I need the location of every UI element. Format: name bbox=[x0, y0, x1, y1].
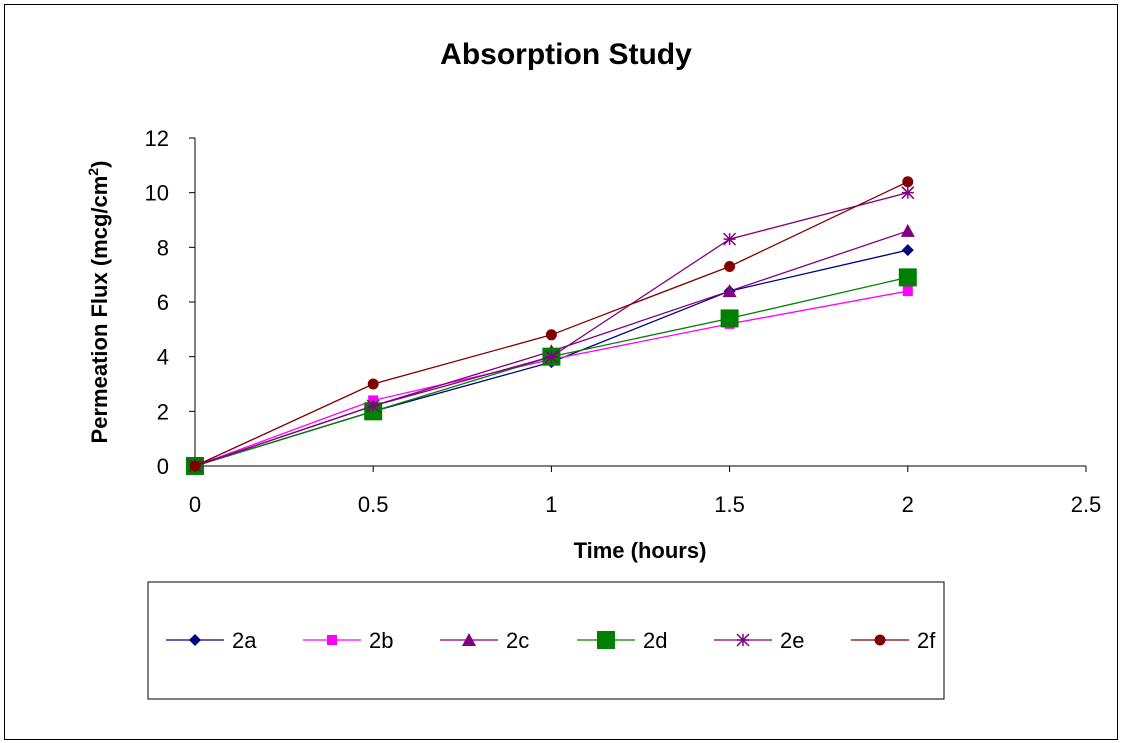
legend-marker-2d bbox=[597, 631, 615, 649]
data-point-2f bbox=[545, 329, 557, 341]
y-tick-label: 0 bbox=[157, 454, 169, 479]
y-axis-label-main: Permeation Flux (mcg/cm bbox=[87, 176, 112, 444]
y-tick-label: 4 bbox=[157, 345, 169, 370]
legend-label: 2f bbox=[917, 628, 936, 653]
legend-label: 2c bbox=[506, 628, 529, 653]
legend-label: 2d bbox=[643, 628, 667, 653]
legend: 2a 2b 2c 2d 2e 2f bbox=[147, 581, 945, 700]
x-axis-label: Time (hours) bbox=[574, 538, 707, 563]
data-point-2c bbox=[900, 223, 915, 237]
series-2d bbox=[186, 268, 917, 475]
data-point-2a bbox=[901, 244, 914, 257]
legend-box bbox=[147, 581, 945, 700]
data-point-2e bbox=[366, 399, 380, 413]
data-point-2c bbox=[722, 284, 737, 298]
y-axis-label-superscript: 2 bbox=[85, 168, 101, 176]
y-ticks: 0 2 4 6 8 10 12 bbox=[145, 126, 195, 479]
data-point-2f bbox=[189, 460, 201, 472]
y-tick-label: 12 bbox=[145, 126, 169, 151]
legend-marker-2e bbox=[736, 633, 750, 647]
y-tick-label: 2 bbox=[157, 399, 169, 424]
legend-label: 2e bbox=[780, 628, 804, 653]
series-line-2f bbox=[194, 181, 909, 467]
data-point-2e bbox=[901, 186, 915, 200]
x-tick-label: 1.5 bbox=[714, 492, 745, 517]
data-point-2e bbox=[723, 232, 737, 246]
data-point-2b bbox=[902, 286, 913, 297]
x-tick-label: 2.5 bbox=[1071, 492, 1102, 517]
legend-item-2b: 2b bbox=[303, 628, 393, 653]
data-point-2f bbox=[367, 378, 379, 390]
series-2f bbox=[189, 176, 914, 472]
legend-marker-2f bbox=[874, 634, 886, 646]
data-point-2d bbox=[898, 268, 917, 287]
y-axis-label-close: ) bbox=[87, 161, 112, 168]
x-ticks: 0 0.5 1 1.5 2 2.5 bbox=[189, 466, 1101, 517]
legend-marker-2b bbox=[327, 635, 337, 645]
series-line-2b bbox=[194, 290, 908, 467]
y-axis-label: Permeation Flux (mcg/cm2) bbox=[85, 161, 112, 444]
x-tick-label: 0 bbox=[189, 492, 201, 517]
x-tick-label: 2 bbox=[902, 492, 914, 517]
legend-marker-2a bbox=[189, 634, 201, 646]
series-layer bbox=[186, 176, 917, 475]
legend-label: 2a bbox=[232, 628, 257, 653]
data-point-2f bbox=[724, 260, 736, 272]
data-point-2f bbox=[902, 176, 914, 188]
y-tick-label: 6 bbox=[157, 290, 169, 315]
legend-item-2e: 2e bbox=[714, 628, 804, 653]
legend-item-2f: 2f bbox=[851, 628, 936, 653]
x-tick-label: 1 bbox=[545, 492, 557, 517]
legend-item-2d: 2d bbox=[577, 628, 667, 653]
series-2b bbox=[190, 286, 913, 471]
legend-marker-2c bbox=[462, 633, 476, 646]
legend-item-2a: 2a bbox=[166, 628, 257, 653]
x-tick-label: 0.5 bbox=[358, 492, 389, 517]
series-line-2d bbox=[194, 276, 908, 467]
data-point-2d bbox=[720, 309, 739, 328]
chart-title: Absorption Study bbox=[440, 38, 692, 71]
data-point-2e bbox=[544, 350, 558, 364]
legend-label: 2b bbox=[369, 628, 393, 653]
legend-items: 2a 2b 2c 2d 2e 2f bbox=[166, 628, 936, 653]
y-tick-label: 10 bbox=[145, 181, 169, 206]
legend-item-2c: 2c bbox=[440, 628, 529, 653]
y-tick-label: 8 bbox=[157, 235, 169, 260]
